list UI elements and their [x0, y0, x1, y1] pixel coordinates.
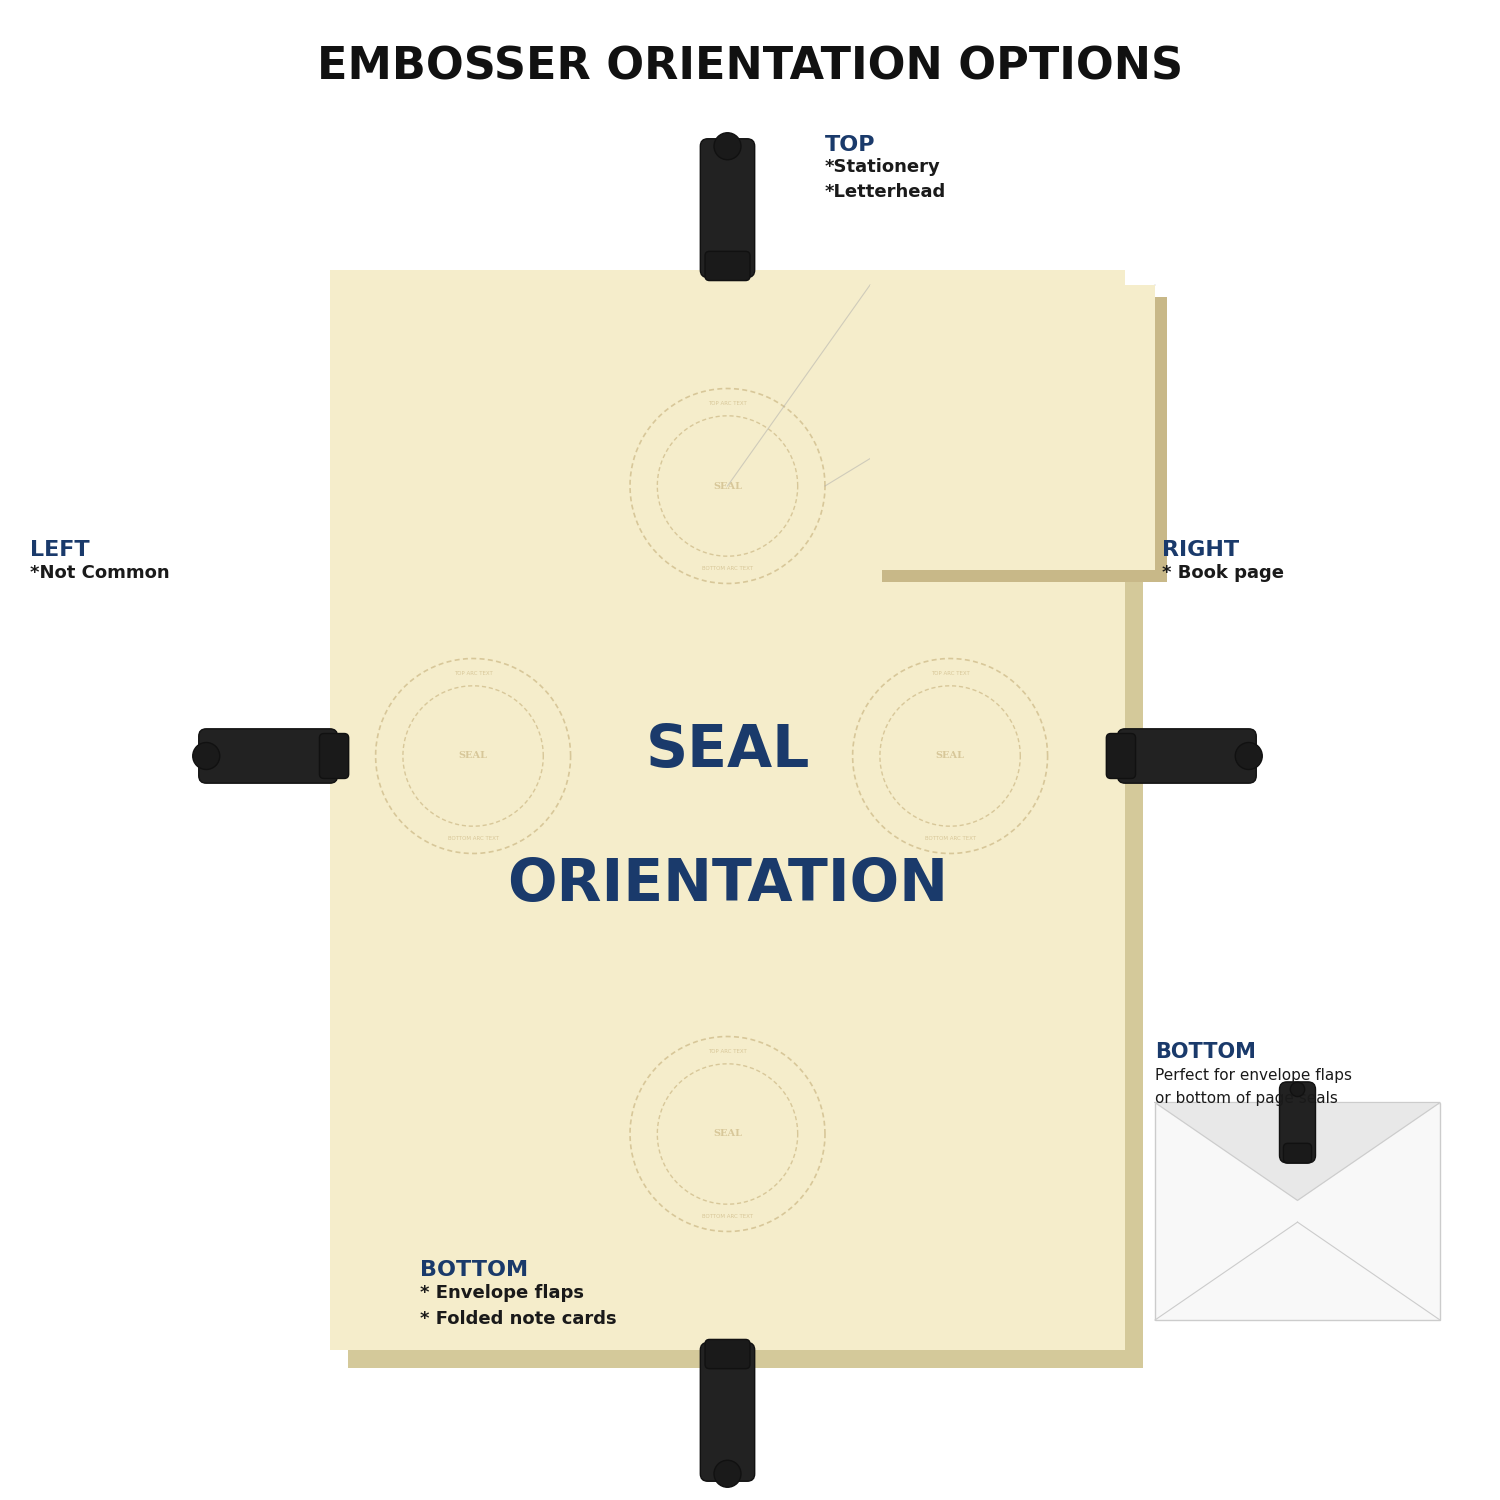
Text: Perfect for envelope flaps: Perfect for envelope flaps	[1155, 1068, 1352, 1083]
FancyBboxPatch shape	[700, 140, 754, 278]
Text: SEAL: SEAL	[1282, 1196, 1312, 1204]
Text: SEAL: SEAL	[645, 722, 810, 778]
FancyBboxPatch shape	[1284, 1143, 1311, 1162]
Text: * Folded note cards: * Folded note cards	[420, 1310, 616, 1328]
Text: *Stationery: *Stationery	[825, 158, 940, 176]
FancyBboxPatch shape	[705, 252, 750, 280]
Text: TOP ARC TEXT: TOP ARC TEXT	[930, 670, 969, 675]
FancyBboxPatch shape	[198, 729, 338, 783]
Circle shape	[1236, 742, 1263, 770]
FancyBboxPatch shape	[348, 288, 1143, 1368]
Text: RIGHT: RIGHT	[1162, 540, 1239, 560]
Text: SEAL: SEAL	[998, 423, 1028, 432]
Text: TOP ARC TEXT: TOP ARC TEXT	[708, 400, 747, 405]
Text: BOTTOM ARC TEXT: BOTTOM ARC TEXT	[987, 530, 1038, 534]
Text: BOTTOM: BOTTOM	[1155, 1042, 1256, 1062]
Text: TOP ARC TEXT: TOP ARC TEXT	[708, 1048, 747, 1053]
Text: * Book page: * Book page	[1162, 564, 1284, 582]
Text: BOTTOM ARC TEXT: BOTTOM ARC TEXT	[1272, 1236, 1323, 1240]
FancyBboxPatch shape	[320, 734, 348, 778]
Text: * Envelope flaps: * Envelope flaps	[420, 1284, 584, 1302]
Text: LEFT: LEFT	[30, 540, 90, 560]
Text: BOTTOM: BOTTOM	[420, 1260, 528, 1280]
Text: TOP ARC TEXT: TOP ARC TEXT	[1278, 1160, 1317, 1164]
Text: EMBOSSER ORIENTATION OPTIONS: EMBOSSER ORIENTATION OPTIONS	[316, 46, 1184, 88]
Text: SEAL: SEAL	[459, 752, 488, 760]
Circle shape	[192, 742, 220, 770]
FancyBboxPatch shape	[882, 297, 1167, 582]
Text: SEAL: SEAL	[712, 1130, 742, 1138]
FancyBboxPatch shape	[870, 285, 1155, 570]
FancyBboxPatch shape	[705, 1340, 750, 1368]
Text: *Not Common: *Not Common	[30, 564, 170, 582]
FancyBboxPatch shape	[330, 270, 1125, 1350]
Text: BOTTOM ARC TEXT: BOTTOM ARC TEXT	[702, 1215, 753, 1219]
Text: BOTTOM ARC TEXT: BOTTOM ARC TEXT	[702, 567, 753, 572]
Text: TOP ARC TEXT: TOP ARC TEXT	[993, 321, 1032, 326]
Text: BOTTOM ARC TEXT: BOTTOM ARC TEXT	[447, 837, 498, 842]
Text: SEAL: SEAL	[936, 752, 964, 760]
Text: TOP: TOP	[825, 135, 876, 154]
Circle shape	[714, 1461, 741, 1488]
FancyBboxPatch shape	[1280, 1082, 1316, 1162]
FancyBboxPatch shape	[1107, 734, 1136, 778]
Circle shape	[1290, 1082, 1305, 1096]
Polygon shape	[1155, 1102, 1440, 1200]
Circle shape	[714, 134, 741, 160]
FancyBboxPatch shape	[1118, 729, 1257, 783]
Text: SEAL: SEAL	[712, 482, 742, 490]
Text: BOTTOM ARC TEXT: BOTTOM ARC TEXT	[924, 837, 975, 842]
FancyBboxPatch shape	[1155, 1102, 1440, 1320]
FancyBboxPatch shape	[700, 1342, 754, 1482]
Text: ORIENTATION: ORIENTATION	[507, 856, 948, 913]
Text: or bottom of page seals: or bottom of page seals	[1155, 1090, 1338, 1106]
Text: TOP ARC TEXT: TOP ARC TEXT	[453, 670, 492, 675]
Text: *Letterhead: *Letterhead	[825, 183, 946, 201]
